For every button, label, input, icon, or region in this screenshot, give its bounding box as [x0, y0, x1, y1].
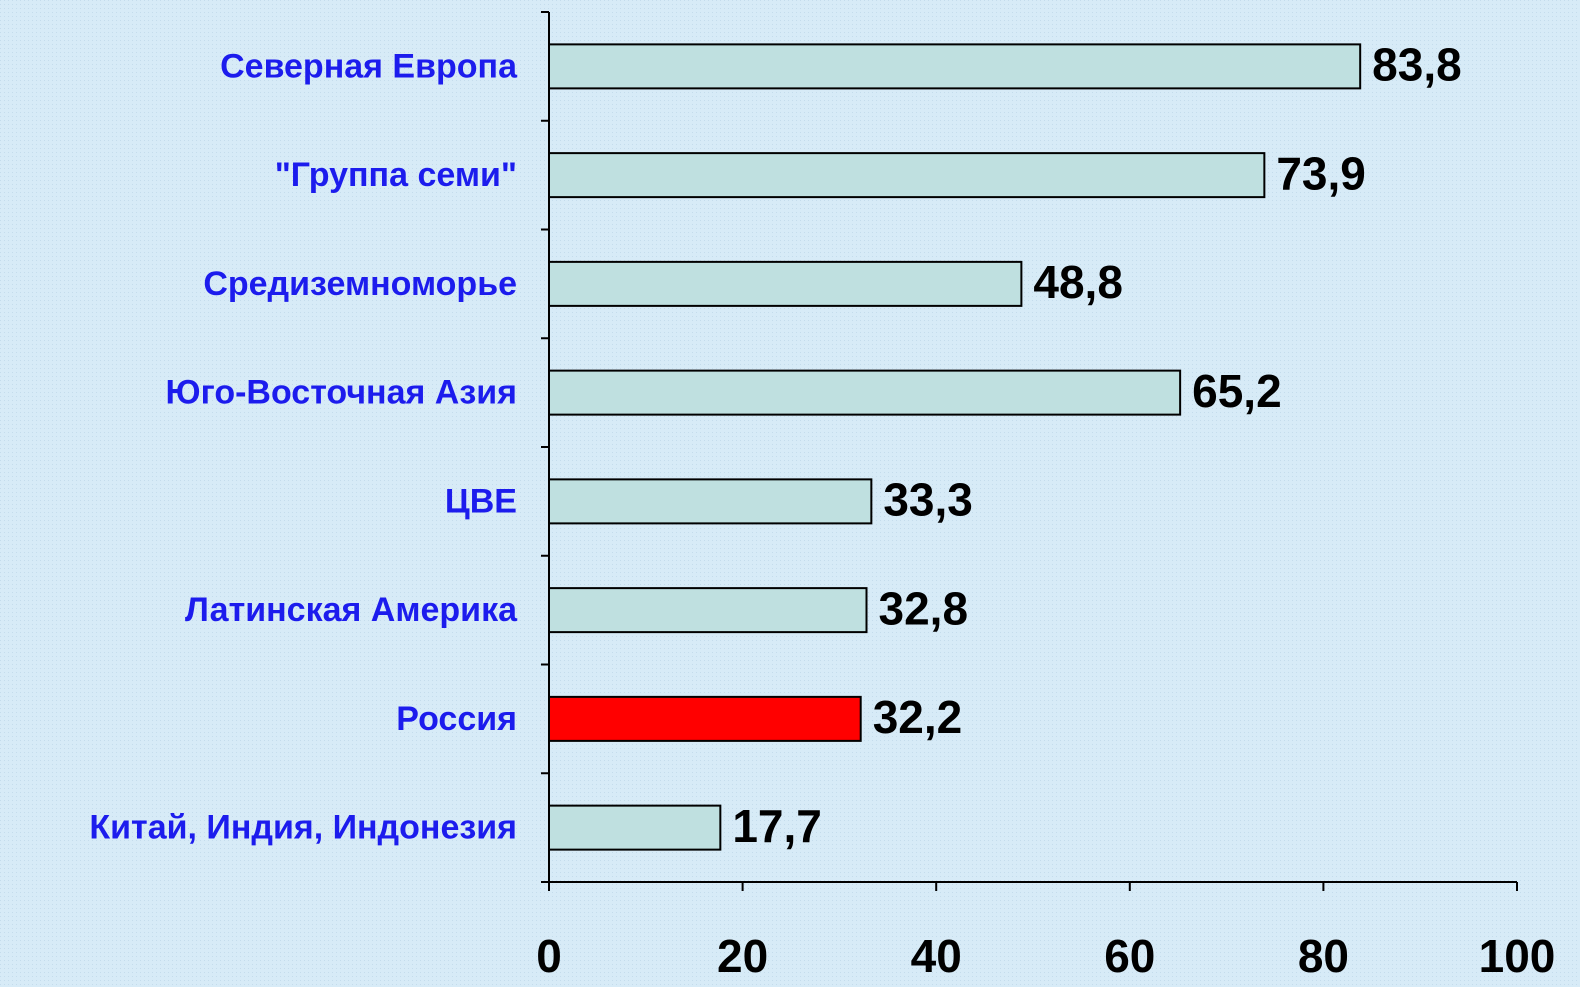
value-label: 17,7 — [732, 800, 822, 852]
bar — [548, 43, 1362, 90]
category-label: Китай, Индия, Индонезия — [89, 809, 517, 847]
value-label: 33,3 — [883, 474, 973, 526]
x-tick-label: 80 — [1298, 930, 1349, 982]
x-tick-label: 0 — [536, 930, 562, 982]
x-tick-label: 40 — [911, 930, 962, 982]
bar — [548, 478, 873, 525]
bar — [548, 804, 722, 851]
value-label: 32,8 — [879, 582, 969, 634]
category-label: ЦВЕ — [445, 482, 517, 520]
category-label: Северная Европа — [220, 47, 518, 85]
value-label: 48,8 — [1033, 256, 1123, 308]
value-label: 73,9 — [1276, 147, 1366, 199]
value-label: 65,2 — [1192, 365, 1282, 417]
bar — [548, 369, 1182, 416]
bar — [548, 587, 868, 634]
bar — [548, 260, 1023, 307]
bar — [548, 152, 1266, 199]
value-label: 83,8 — [1372, 39, 1462, 91]
value-label: 32,2 — [873, 691, 963, 743]
x-tick-label: 60 — [1104, 930, 1155, 982]
bar — [548, 695, 862, 742]
x-tick-label: 20 — [717, 930, 768, 982]
category-label: Латинская Америка — [185, 591, 518, 629]
x-tick-label: 100 — [1479, 930, 1556, 982]
category-label: Средиземноморье — [203, 265, 517, 303]
category-label: "Группа семи" — [275, 156, 517, 194]
category-label: Россия — [396, 700, 517, 738]
category-label: Юго-Восточная Азия — [166, 374, 517, 412]
